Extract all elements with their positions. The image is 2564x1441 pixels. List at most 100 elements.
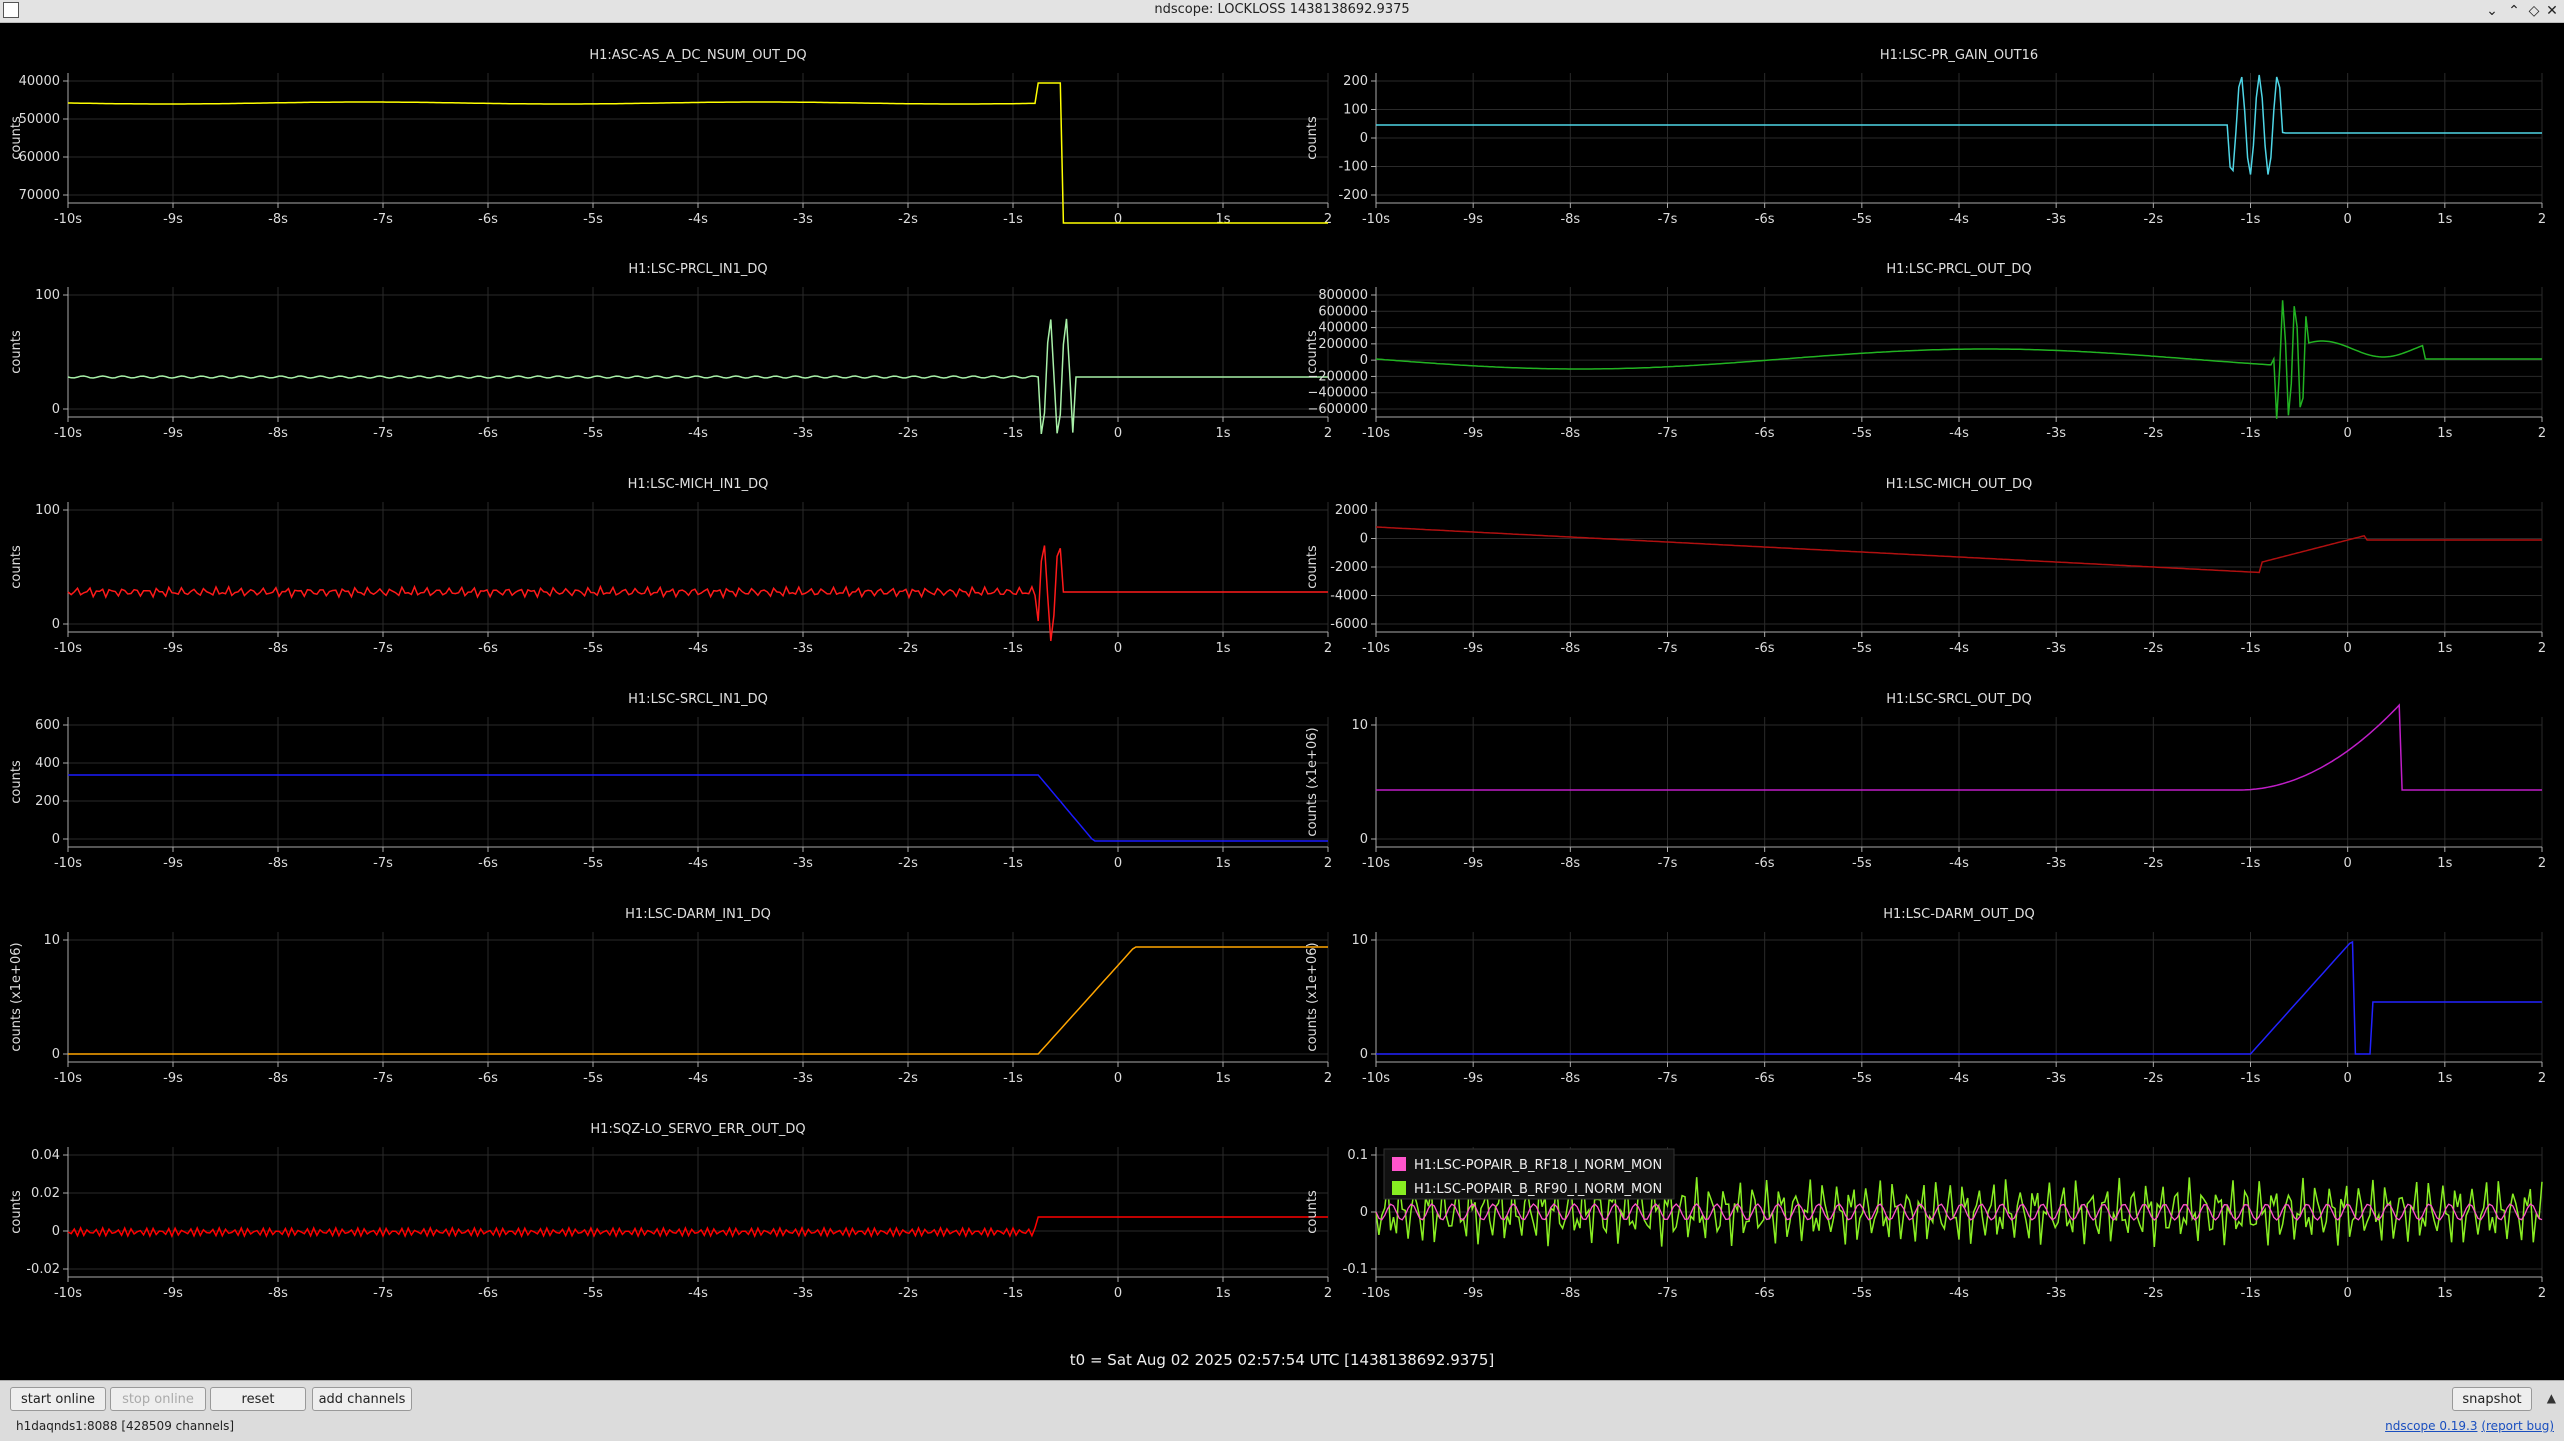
x-tick-label: -1s [2241, 1286, 2261, 1301]
x-tick-label: 2 [2538, 856, 2546, 871]
x-tick-label: -6s [1755, 1071, 1775, 1086]
y-tick-label: -100 [1338, 160, 1368, 175]
x-tick-label: -7s [1658, 641, 1678, 656]
x-tick-label: 0 [1114, 212, 1122, 227]
x-tick-label: -6s [1755, 426, 1775, 441]
x-tick-label: -2s [2143, 856, 2163, 871]
snapshot-button[interactable]: snapshot [2452, 1387, 2532, 1411]
plot-area[interactable]: H1:ASC-AS_A_DC_NSUM_OUT_DQ -10s -9s -8s -7s -… [0, 23, 2564, 1380]
add-channels-button[interactable]: add channels [312, 1387, 412, 1411]
y-axis-label: counts [9, 116, 24, 160]
y-tick-label: 0 [1360, 131, 1368, 146]
plot-panel: H1:LSC-SRCL_IN1_DQ -10s -9s -8s -7s -6s -5s -4s… [9, 692, 1332, 871]
y-tick-label: 0 [52, 1224, 60, 1239]
x-tick-label: -9s [163, 1071, 183, 1086]
x-tick-label: -3s [2046, 426, 2066, 441]
x-tick-label: -4s [688, 212, 708, 227]
collapse-icon[interactable]: ▲ [2546, 1391, 2556, 1405]
x-tick-label: -1s [1003, 426, 1023, 441]
y-tick-label: 0 [1360, 1205, 1368, 1220]
restore-icon[interactable]: ◇ [2528, 3, 2540, 19]
report-bug-link[interactable]: (report bug) [2481, 1419, 2554, 1433]
x-tick-label: -4s [1949, 426, 1969, 441]
x-tick-label: -3s [793, 856, 813, 871]
y-axis-label: counts [9, 330, 24, 374]
x-tick-label: -5s [1852, 641, 1872, 656]
y-tick-label: 0 [52, 832, 60, 847]
x-tick-label: 1s [1215, 426, 1230, 441]
x-tick-label: 2 [1324, 1071, 1332, 1086]
x-tick-label: -7s [373, 426, 393, 441]
x-tick-label: -4s [688, 856, 708, 871]
x-tick-label: -3s [2046, 856, 2066, 871]
x-tick-label: -9s [1463, 1286, 1483, 1301]
x-tick-label: 0 [1114, 426, 1122, 441]
trace-line [1376, 940, 2542, 1055]
plot-title: H1:LSC-DARM_OUT_DQ [1883, 907, 2035, 922]
legend-swatch [1392, 1181, 1406, 1195]
x-tick-label: -5s [583, 426, 603, 441]
x-tick-label: -10s [54, 426, 82, 441]
trace-line [1375, 526, 2542, 574]
x-tick-label: -6s [478, 1286, 498, 1301]
stop-online-button[interactable]: stop online [110, 1387, 206, 1411]
x-tick-label: -1s [1003, 212, 1023, 227]
x-tick-label: -3s [793, 212, 813, 227]
y-tick-label: 600000 [1318, 304, 1368, 319]
x-tick-label: -2s [898, 212, 918, 227]
version-link[interactable]: ndscope 0.19.3 [2385, 1419, 2478, 1433]
plot-title: H1:SQZ-LO_SERVO_ERR_OUT_DQ [590, 1122, 805, 1137]
x-tick-label: -9s [1463, 426, 1483, 441]
plots-svg[interactable]: H1:ASC-AS_A_DC_NSUM_OUT_DQ-10s -9s -8s -7s -… [0, 23, 2564, 1380]
plot-panel: H1:LSC-PRCL_IN1_DQ -10s -9s -8s -7s -6s -5s -4s… [9, 262, 1332, 441]
plot-panel: H1:LSC-MICH_IN1_DQ -10s -9s -8s -7s -6s -5s -4s… [9, 477, 1332, 656]
x-tick-label: -5s [1852, 426, 1872, 441]
x-tick-label: 0 [1114, 1286, 1122, 1301]
x-tick-label: -2s [898, 1286, 918, 1301]
y-axis-label: counts [9, 545, 24, 589]
x-tick-label: 1s [2437, 426, 2452, 441]
x-tick-label: -5s [1852, 856, 1872, 871]
trace-line [68, 774, 1328, 842]
x-tick-label: 1s [1215, 1071, 1230, 1086]
plot-title: H1:ASC-AS_A_DC_NSUM_OUT_DQ [589, 48, 806, 63]
x-tick-label: -1s [2241, 1071, 2261, 1086]
plot-panel: -10s -9s -8s -7s -6s -5s -4s -3s -2s -1s 0 1s 2 0.1 0 -… [1305, 1147, 2546, 1301]
x-tick-label: -2s [898, 641, 918, 656]
x-tick-label: -4s [1949, 641, 1969, 656]
x-tick-label: -4s [688, 426, 708, 441]
y-axis-label: counts (x1e+06) [1305, 942, 1320, 1051]
x-tick-label: -3s [2046, 212, 2066, 227]
y-tick-label: 0 [1360, 1047, 1368, 1062]
maximize-icon[interactable]: ⌃ [2508, 3, 2520, 19]
x-tick-label: 0 [2344, 1071, 2352, 1086]
trace-line [1375, 300, 2542, 419]
y-tick-label: 200 [1343, 74, 1368, 89]
x-tick-label: -6s [478, 1071, 498, 1086]
plot-title: H1:LSC-SRCL_OUT_DQ [1886, 692, 2032, 707]
y-tick-label: 0.02 [31, 1186, 60, 1201]
x-tick-label: 1s [2437, 856, 2452, 871]
y-tick-label: -0.02 [26, 1262, 60, 1277]
x-tick-label: -9s [1463, 1071, 1483, 1086]
x-tick-label: 2 [2538, 212, 2546, 227]
trace-line [1376, 74, 2542, 175]
x-tick-label: -7s [373, 856, 393, 871]
y-tick-label: −400000 [1307, 386, 1368, 401]
x-tick-label: 1s [2437, 641, 2452, 656]
x-tick-label: -2s [2143, 641, 2163, 656]
y-tick-label: 0 [52, 402, 60, 417]
y-tick-label: 0.04 [31, 1148, 60, 1163]
x-tick-label: -6s [1755, 1286, 1775, 1301]
legend-label: H1:LSC-POPAIR_B_RF90_I_NORM_MON [1414, 1182, 1662, 1197]
y-tick-label: -200 [1338, 188, 1368, 203]
minimize-icon[interactable]: ⌄ [2486, 3, 2498, 19]
close-icon[interactable]: ✕ [2546, 3, 2558, 19]
y-tick-label: 10 [1351, 933, 1368, 948]
reset-button[interactable]: reset [210, 1387, 306, 1411]
plot-panel: H1:SQZ-LO_SERVO_ERR_OUT_DQ -10s -9s -8s -7s -… [9, 1122, 1332, 1301]
x-tick-label: 0 [1114, 856, 1122, 871]
y-axis-label: counts [1305, 330, 1320, 374]
trace-line [67, 1216, 1328, 1238]
start-online-button[interactable]: start online [10, 1387, 106, 1411]
